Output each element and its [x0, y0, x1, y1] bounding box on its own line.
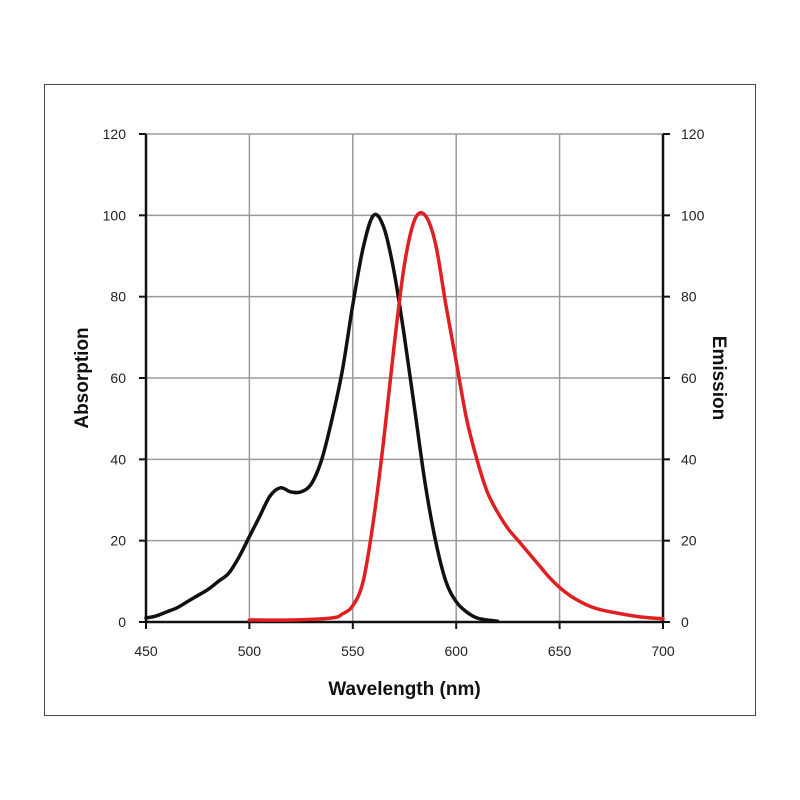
- emission-curve: [247, 210, 665, 622]
- y-tick-label-left: 0: [118, 614, 126, 630]
- x-axis-title: Wavelength (nm): [328, 679, 480, 700]
- y-tick-label-left: 80: [110, 289, 126, 305]
- series-layer: [144, 210, 665, 623]
- y-tick-label-right: 60: [681, 370, 697, 386]
- y-tick-label-right: 80: [681, 289, 697, 305]
- absorption-curve: [144, 212, 500, 623]
- y-axis-title-right: Emission: [708, 336, 729, 420]
- y-tick-label-right: 40: [681, 451, 697, 467]
- x-tick-label: 500: [238, 643, 262, 659]
- x-tick-label: 700: [651, 643, 675, 659]
- y-tick-label-left: 120: [103, 126, 127, 142]
- y-tick-label-left: 100: [103, 207, 127, 223]
- x-tick-label: 600: [445, 643, 469, 659]
- tick-labels: 450 500 550 600 650 700 0 0 20 20 40 40 60 60 80 80 100 1…: [103, 126, 705, 659]
- chart-frame: [44, 84, 756, 716]
- y-tick-label-right: 120: [681, 126, 705, 142]
- y-tick-label-right: 100: [681, 207, 705, 223]
- y-tick-label-left: 20: [110, 533, 126, 549]
- y-tick-label-left: 60: [110, 370, 126, 386]
- y-axis-title-left: Absorption: [72, 327, 93, 428]
- x-tick-label: 550: [341, 643, 365, 659]
- y-tick-label-right: 20: [681, 533, 697, 549]
- grid: [145, 133, 664, 623]
- y-tick-label-right: 0: [681, 614, 689, 630]
- x-tick-label: 450: [134, 643, 158, 659]
- y-tick-label-left: 40: [110, 451, 126, 467]
- x-tick-label: 650: [548, 643, 572, 659]
- axes: [139, 133, 670, 629]
